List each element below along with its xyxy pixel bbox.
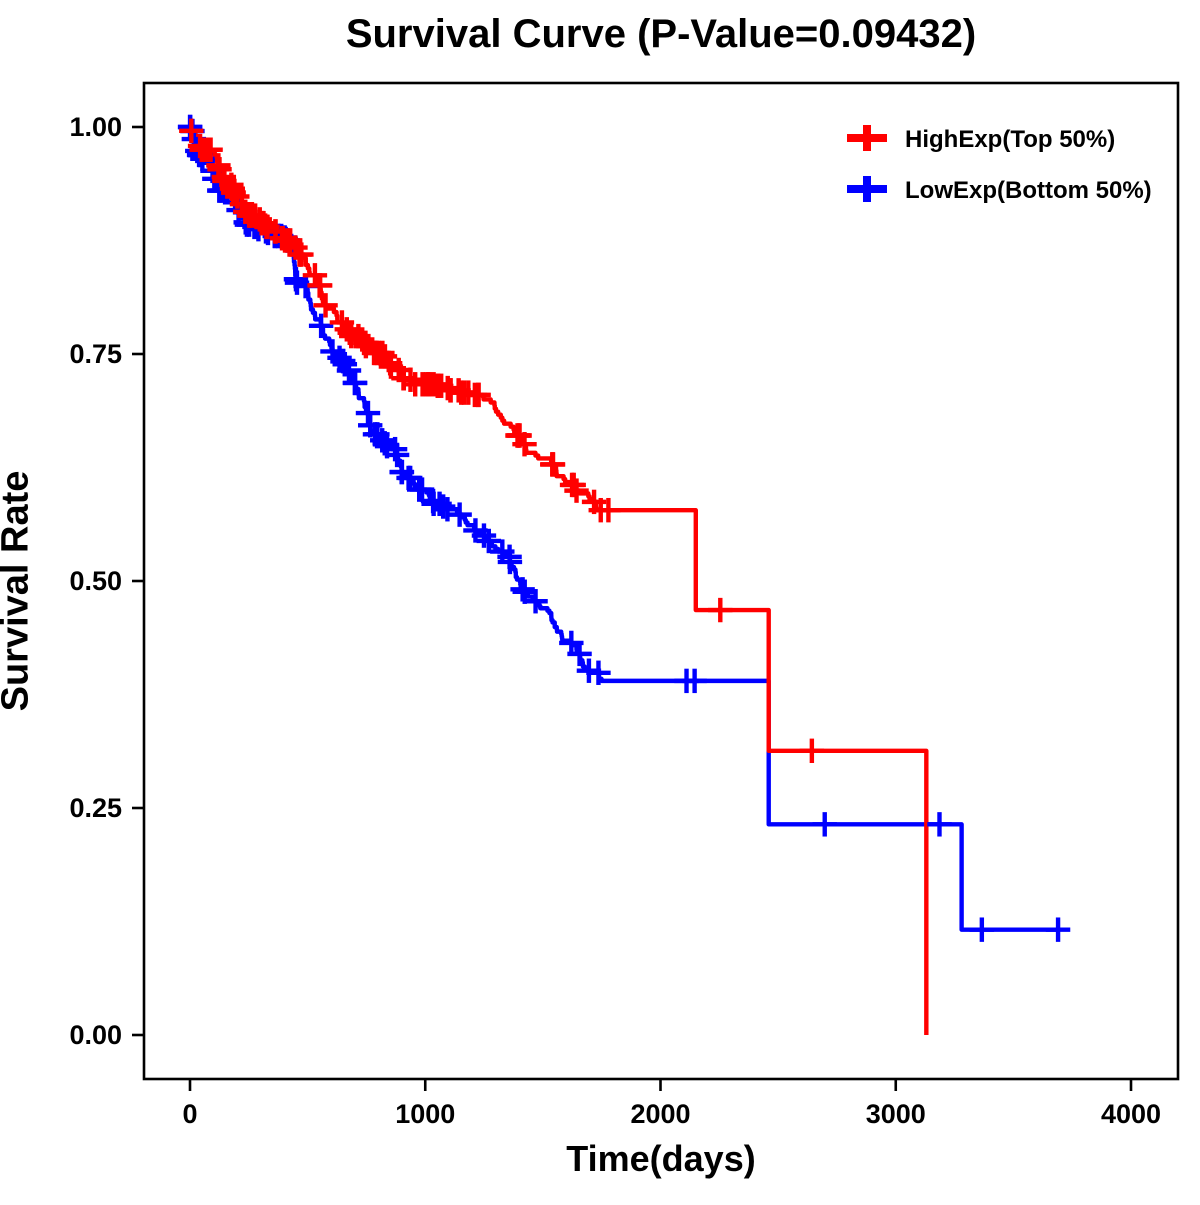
svg-text:0.50: 0.50: [69, 566, 122, 596]
svg-text:0.00: 0.00: [69, 1020, 122, 1050]
svg-text:0.75: 0.75: [69, 339, 122, 369]
svg-text:2000: 2000: [630, 1099, 690, 1129]
svg-text:HighExp(Top 50%): HighExp(Top 50%): [905, 126, 1115, 153]
svg-text:1.00: 1.00: [69, 112, 122, 142]
svg-text:LowExp(Bottom 50%): LowExp(Bottom 50%): [905, 177, 1152, 204]
svg-text:0: 0: [182, 1099, 197, 1129]
svg-text:3000: 3000: [866, 1099, 926, 1129]
svg-text:4000: 4000: [1101, 1099, 1161, 1129]
svg-text:0.25: 0.25: [69, 793, 122, 823]
svg-text:1000: 1000: [395, 1099, 455, 1129]
